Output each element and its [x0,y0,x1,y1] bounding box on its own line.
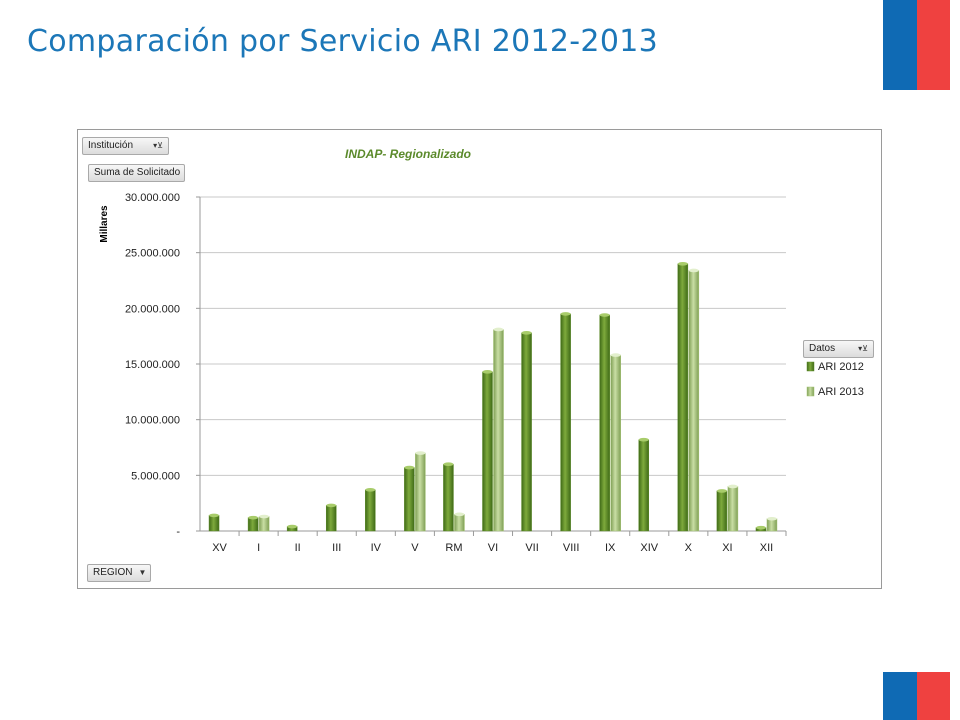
y-tick-label: 5.000.000 [131,470,180,482]
x-tick-label: IV [371,542,382,554]
bar-chart-plot: INDAP- Regionalizado Millares - 5.000.000… [99,147,864,554]
bar-ari-2013 [688,270,700,532]
bar-top-highlight [688,268,699,273]
bar-ari-2012 [560,313,571,532]
bar-top-highlight [404,465,415,470]
flag-decoration-top [883,0,950,90]
bar-top-highlight [599,313,610,317]
bar-top-highlight [259,514,270,519]
chart-title: INDAP- Regionalizado [345,147,471,161]
bar-top-highlight [766,516,777,521]
institucion-filter-label: Institución [88,140,134,151]
suma-de-solicitado-label: Suma de Solicitado [94,167,181,178]
funnel-arrow-icon: ▾⊻ [858,344,868,353]
bar-top-highlight [443,462,454,467]
bar-top-highlight [638,437,649,442]
x-tick-label: V [411,542,419,554]
bar-top-highlight [209,513,220,518]
bar-top-highlight [454,512,465,517]
x-tick-label: III [332,542,341,554]
region-field-button[interactable]: REGION ▼ [87,564,151,582]
bar-top-highlight [365,488,376,492]
bar-ari-2013 [415,452,426,532]
bar-top-highlight [326,503,337,508]
bar-ari-2013 [454,514,465,532]
bar-ari-2012 [404,467,415,532]
x-tick-label: VII [525,542,538,554]
bar-top-highlight [482,369,493,374]
bar-top-highlight [415,451,426,455]
y-axis-label: Millares [99,205,110,243]
bar-ari-2012 [638,439,650,532]
y-tick-label: 30.000.000 [125,192,180,204]
flag-red-stripe [917,0,950,90]
bar-ari-2012 [599,314,610,532]
x-tick-label: XII [760,542,773,554]
bar-top-highlight [755,525,766,530]
bar-ari-2013 [493,329,504,532]
region-field-label: REGION [93,567,133,578]
slide-title: Comparación por Servicio ARI 2012-2013 [27,24,658,59]
x-tick-label: VI [488,542,498,554]
bar-ari-2012 [247,517,259,532]
x-tick-label: RM [445,542,462,554]
datos-filter-button[interactable]: Datos ▾⊻ [803,340,874,358]
y-tick-label: 20.000.000 [125,303,180,315]
x-tick-label: II [295,542,301,554]
bar-top-highlight [248,515,259,520]
y-tick-label: 25.000.000 [125,248,180,260]
bar-ari-2012 [716,490,728,532]
bar-ari-2012 [365,489,376,532]
y-tick-label: 10.000.000 [125,415,180,427]
funnel-arrow-icon: ▾⊻ [153,141,163,150]
bar-ari-2013 [727,486,739,532]
x-tick-label: X [685,542,693,554]
bar-ari-2012 [208,515,220,532]
bar-ari-2013 [258,516,270,532]
legend-label: ARI 2012 [818,361,864,373]
legend-label: ARI 2013 [818,386,864,398]
x-tick-label: VIII [563,542,580,554]
suma-de-solicitado-button[interactable]: Suma de Solicitado [88,164,185,182]
flag-red-stripe [917,672,950,720]
legend-swatch [806,386,815,397]
bar-top-highlight [287,524,298,529]
bar-top-highlight [716,489,727,493]
bar-top-highlight [493,327,504,332]
x-tick-label: XV [212,542,227,554]
bar-top-highlight [610,353,621,357]
bar-ari-2012 [521,332,532,532]
bar-top-highlight [521,331,532,335]
bar-ari-2012 [325,505,337,532]
pivot-chart: Institución ▾⊻ Suma de Solicitado REGION… [77,129,882,589]
bar-top-highlight [560,312,571,316]
y-tick-label: - [176,526,180,538]
bar-top-highlight [727,484,738,489]
bar-ari-2012 [482,371,493,532]
y-tick-label: 15.000.000 [125,359,180,371]
flag-blue-stripe [883,0,917,90]
x-tick-label: XIV [640,542,658,554]
flag-decoration-bottom [883,672,950,720]
x-tick-label: I [257,542,260,554]
flag-blue-stripe [883,672,917,720]
bar-ari-2013 [610,354,621,532]
datos-filter-label: Datos [809,343,836,354]
bar-top-highlight [677,262,688,266]
chevron-down-icon: ▼ [138,568,147,577]
bar-ari-2012 [443,463,454,532]
legend-swatch [806,361,815,372]
bar-ari-2012 [677,263,689,532]
x-tick-label: XI [722,542,732,554]
institucion-filter-button[interactable]: Institución ▾⊻ [82,137,169,155]
x-tick-label: IX [605,542,616,554]
bar-ari-2013 [766,518,778,532]
